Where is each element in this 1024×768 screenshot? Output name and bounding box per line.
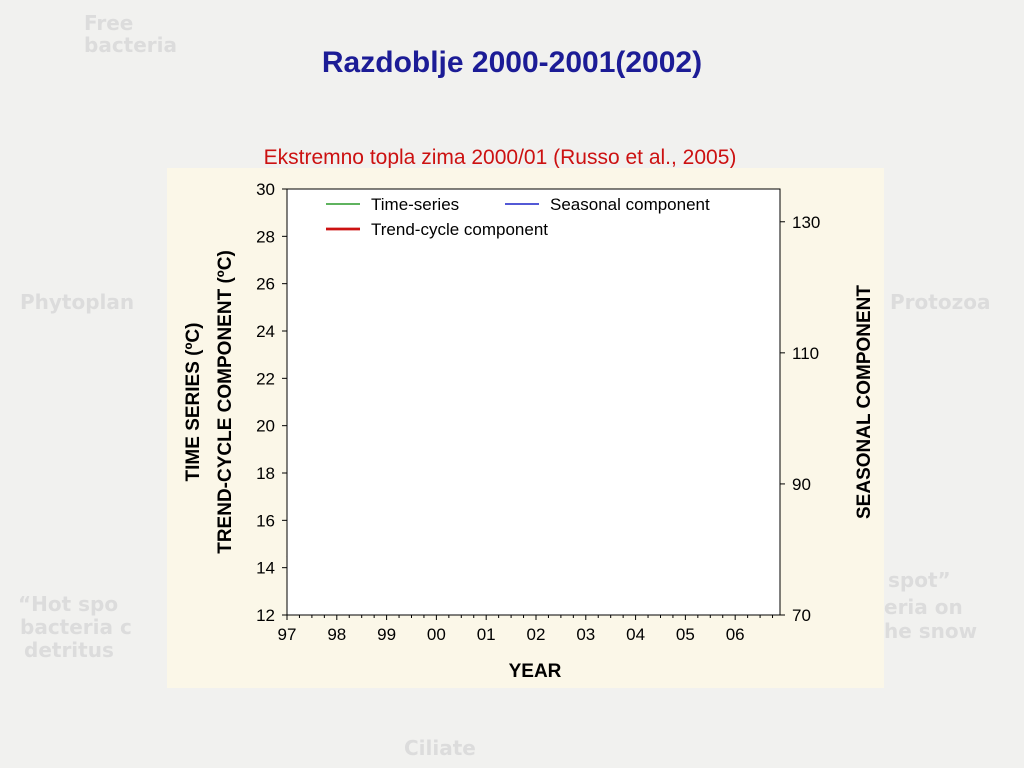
y-left-tick-label: 18 xyxy=(256,464,275,483)
bg-label: Free bacteria xyxy=(84,11,178,57)
plot-frame xyxy=(286,188,781,616)
x-tick-label: 05 xyxy=(676,625,695,644)
slide-title: Razdoblje 2000-2001(2002) xyxy=(321,46,703,79)
legend: Time-series Seasonal componentTrend-cycle… xyxy=(326,195,710,239)
x-tick-label: 04 xyxy=(626,625,645,644)
bg-label: eria on xyxy=(884,595,963,619)
legend-label: Time-series xyxy=(371,195,459,214)
y-left-tick-label: 22 xyxy=(256,369,275,388)
x-tick-label: 00 xyxy=(427,625,446,644)
bg-label: spot” xyxy=(888,568,951,592)
x-tick-label: 02 xyxy=(527,625,546,644)
bg-label: Protozoa xyxy=(890,290,991,314)
x-axis-label: YEAR xyxy=(509,661,562,682)
y-left-tick-label: 16 xyxy=(256,511,275,530)
y-axis-label-left-1: TIME SERIES (ºC) xyxy=(183,323,204,482)
y-right-tick-label: 90 xyxy=(792,475,811,494)
y-right-tick-label: 70 xyxy=(792,606,811,625)
x-tick-label: 98 xyxy=(327,625,346,644)
x-tick-label: 06 xyxy=(726,625,745,644)
bg-label: bacteria c xyxy=(20,615,132,639)
axes: 12 14 16 18 20 22 24 26 28 30 70 90 110 130 97 98 99 00 01… xyxy=(256,180,820,644)
y-right-tick-label: 130 xyxy=(792,213,820,232)
chart-subtitle: Ekstremno topla zima 2000/01 (Russo et a… xyxy=(263,146,737,169)
y-left-tick-label: 28 xyxy=(256,227,275,246)
y-axis-label-left-2: TREND-CYCLE COMPONENT (ºC) xyxy=(215,250,236,554)
legend-label: Seasonal component xyxy=(550,195,710,214)
y-left-tick-label: 12 xyxy=(256,606,275,625)
y-left-tick-label: 24 xyxy=(256,322,275,341)
x-tick-label: 01 xyxy=(477,625,496,644)
legend-label: Trend-cycle component xyxy=(371,220,548,239)
y-left-tick-label: 26 xyxy=(256,275,275,294)
bg-label: he snow xyxy=(884,619,978,643)
bg-label: Phytoplan xyxy=(20,290,135,314)
bg-label: Ciliate xyxy=(404,736,476,760)
bg-label: detritus xyxy=(24,638,114,662)
y-left-tick-label: 30 xyxy=(256,180,275,199)
x-tick-label: 99 xyxy=(377,625,396,644)
x-tick-label: 97 xyxy=(278,625,297,644)
y-left-tick-label: 14 xyxy=(256,559,275,578)
x-tick-label: 03 xyxy=(576,625,595,644)
y-left-tick-label: 20 xyxy=(256,417,275,436)
bg-label: “Hot spo xyxy=(18,592,119,616)
y-right-tick-label: 110 xyxy=(792,344,819,363)
y-axis-label-right: SEASONAL COMPONENT xyxy=(854,285,875,519)
